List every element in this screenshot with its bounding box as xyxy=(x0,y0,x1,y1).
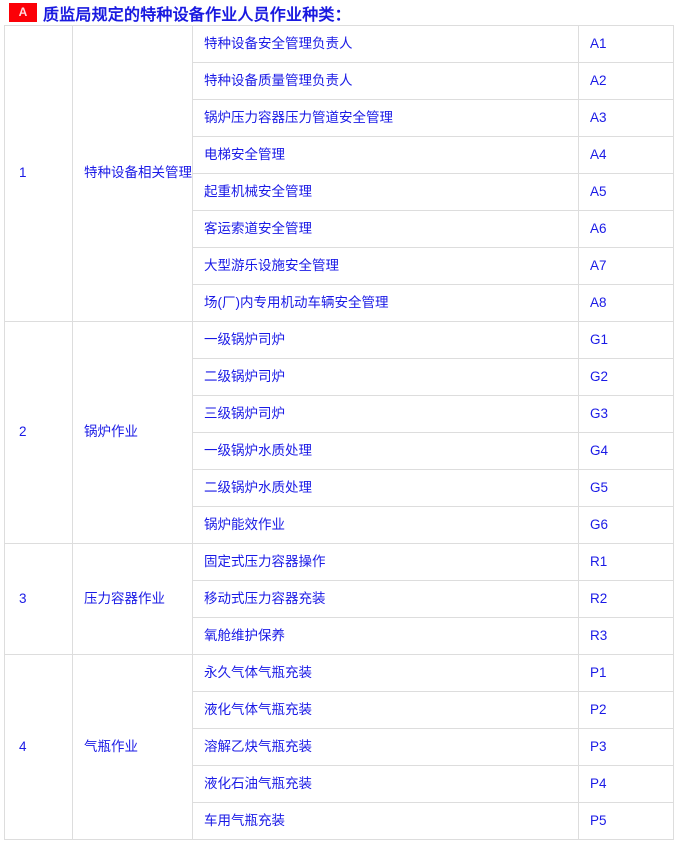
row-index-cell: 3 xyxy=(4,543,73,655)
job-code-cell: A2 xyxy=(578,62,674,100)
job-name-cell: 特种设备质量管理负责人 xyxy=(192,62,579,100)
section-letter-badge: A xyxy=(9,3,37,22)
table-row: 2 锅炉作业 一级锅炉司炉 G1 xyxy=(4,321,674,544)
job-name-cell: 液化气体气瓶充装 xyxy=(192,691,579,729)
table-row: 二级锅炉司炉 G2 xyxy=(5,358,674,396)
job-name-cell: 场(厂)内专用机动车辆安全管理 xyxy=(192,284,579,322)
table-row: 客运索道安全管理 A6 xyxy=(5,210,674,248)
job-name-cell: 一级锅炉水质处理 xyxy=(192,432,579,470)
job-code-cell: R2 xyxy=(578,580,674,618)
special-equipment-categories-table: 1 特种设备相关管理 特种设备安全管理负责人 A1 特种设备质量管理负责人 A2 锅炉压力容… xyxy=(4,25,674,840)
job-code-cell: G6 xyxy=(578,506,674,544)
job-code-cell: R1 xyxy=(578,543,674,581)
job-code-cell: R3 xyxy=(578,617,674,655)
job-code-cell: A4 xyxy=(578,136,674,174)
job-code-cell: G4 xyxy=(578,432,674,470)
row-index-cell: 2 xyxy=(4,321,73,544)
table-row: 4 气瓶作业 永久气体气瓶充装 P1 xyxy=(4,654,674,840)
table-row: 二级锅炉水质处理 G5 xyxy=(5,469,674,507)
table-row: 车用气瓶充装 P5 xyxy=(5,802,674,840)
job-name-cell: 氧舱维护保养 xyxy=(192,617,579,655)
job-name-cell: 车用气瓶充装 xyxy=(192,802,579,840)
job-code-cell: G5 xyxy=(578,469,674,507)
table-row: 3 压力容器作业 固定式压力容器操作 R1 xyxy=(4,543,674,655)
job-name-cell: 客运索道安全管理 xyxy=(192,210,579,248)
table-row: 1 特种设备相关管理 特种设备安全管理负责人 A1 xyxy=(4,25,674,322)
job-code-cell: P4 xyxy=(578,765,674,803)
job-code-cell: A1 xyxy=(578,25,674,63)
category-cell: 特种设备相关管理 xyxy=(72,25,193,322)
job-code-cell: A7 xyxy=(578,247,674,285)
job-name-cell: 液化石油气瓶充装 xyxy=(192,765,579,803)
job-code-cell: P1 xyxy=(578,654,674,692)
page-title: 质监局规定的特种设备作业人员作业种类： xyxy=(43,6,351,24)
job-code-cell: G2 xyxy=(578,358,674,396)
table-row: 氧舱维护保养 R3 xyxy=(5,617,674,655)
job-code-cell: P2 xyxy=(578,691,674,729)
job-name-cell: 溶解乙炔气瓶充装 xyxy=(192,728,579,766)
job-name-cell: 三级锅炉司炉 xyxy=(192,395,579,433)
job-code-cell: A8 xyxy=(578,284,674,322)
job-code-cell: P3 xyxy=(578,728,674,766)
job-name-cell: 二级锅炉司炉 xyxy=(192,358,579,396)
table-row: 液化石油气瓶充装 P4 xyxy=(5,765,674,803)
row-index-cell: 1 xyxy=(4,25,73,322)
job-code-cell: G1 xyxy=(578,321,674,359)
job-name-cell: 锅炉压力容器压力管道安全管理 xyxy=(192,99,579,137)
table-row: 一级锅炉水质处理 G4 xyxy=(5,432,674,470)
table-row: 移动式压力容器充装 R2 xyxy=(5,580,674,618)
job-name-cell: 大型游乐设施安全管理 xyxy=(192,247,579,285)
table-body: 1 特种设备相关管理 特种设备安全管理负责人 A1 特种设备质量管理负责人 A2 锅炉压力容… xyxy=(4,25,674,840)
job-name-cell: 电梯安全管理 xyxy=(192,136,579,174)
row-index-cell: 4 xyxy=(4,654,73,840)
table-row: 锅炉压力容器压力管道安全管理 A3 xyxy=(5,99,674,137)
job-code-cell: G3 xyxy=(578,395,674,433)
table-row: 大型游乐设施安全管理 A7 xyxy=(5,247,674,285)
table-row: 三级锅炉司炉 G3 xyxy=(5,395,674,433)
job-name-cell: 一级锅炉司炉 xyxy=(192,321,579,359)
table-row: 场(厂)内专用机动车辆安全管理 A8 xyxy=(5,284,674,322)
job-name-cell: 永久气体气瓶充装 xyxy=(192,654,579,692)
table-container: 1 特种设备相关管理 特种设备安全管理负责人 A1 特种设备质量管理负责人 A2 锅炉压力容… xyxy=(0,25,689,840)
job-code-cell: A3 xyxy=(578,99,674,137)
table-row: 特种设备质量管理负责人 A2 xyxy=(5,62,674,100)
job-name-cell: 固定式压力容器操作 xyxy=(192,543,579,581)
job-code-cell: P5 xyxy=(578,802,674,840)
table-row: 液化气体气瓶充装 P2 xyxy=(5,691,674,729)
table-row: 电梯安全管理 A4 xyxy=(5,136,674,174)
job-code-cell: A6 xyxy=(578,210,674,248)
table-row: 溶解乙炔气瓶充装 P3 xyxy=(5,728,674,766)
table-row: 锅炉能效作业 G6 xyxy=(5,506,674,544)
job-name-cell: 特种设备安全管理负责人 xyxy=(192,25,579,63)
job-name-cell: 起重机械安全管理 xyxy=(192,173,579,211)
job-code-cell: A5 xyxy=(578,173,674,211)
table-row: 起重机械安全管理 A5 xyxy=(5,173,674,211)
page-heading: A 质监局规定的特种设备作业人员作业种类： xyxy=(0,0,689,25)
job-name-cell: 移动式压力容器充装 xyxy=(192,580,579,618)
category-cell: 锅炉作业 xyxy=(72,321,193,544)
job-name-cell: 二级锅炉水质处理 xyxy=(192,469,579,507)
category-cell: 气瓶作业 xyxy=(72,654,193,840)
job-name-cell: 锅炉能效作业 xyxy=(192,506,579,544)
category-cell: 压力容器作业 xyxy=(72,543,193,655)
